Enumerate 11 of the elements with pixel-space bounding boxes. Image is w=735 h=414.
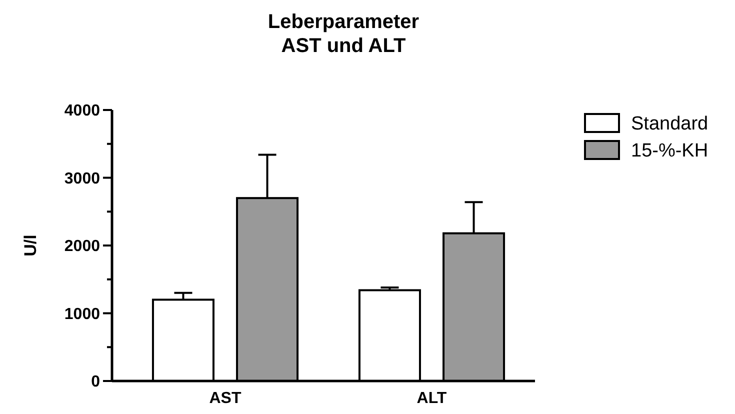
y-tick-label: 2000 bbox=[64, 238, 100, 256]
y-tick-label: 0 bbox=[91, 374, 100, 391]
chart-title: Leberparameter AST und ALT bbox=[268, 11, 420, 57]
y-axis-title: U/l bbox=[21, 234, 40, 256]
y-tick-label: 3000 bbox=[64, 170, 100, 188]
legend-label: Standard bbox=[631, 114, 708, 135]
y-tick-label: 1000 bbox=[64, 306, 100, 323]
y-tick-label: 4000 bbox=[64, 102, 100, 120]
x-tick-label: AST bbox=[209, 390, 242, 407]
legend-label: 15-%-KH bbox=[631, 140, 708, 162]
x-tick-label: ALT bbox=[416, 390, 447, 407]
